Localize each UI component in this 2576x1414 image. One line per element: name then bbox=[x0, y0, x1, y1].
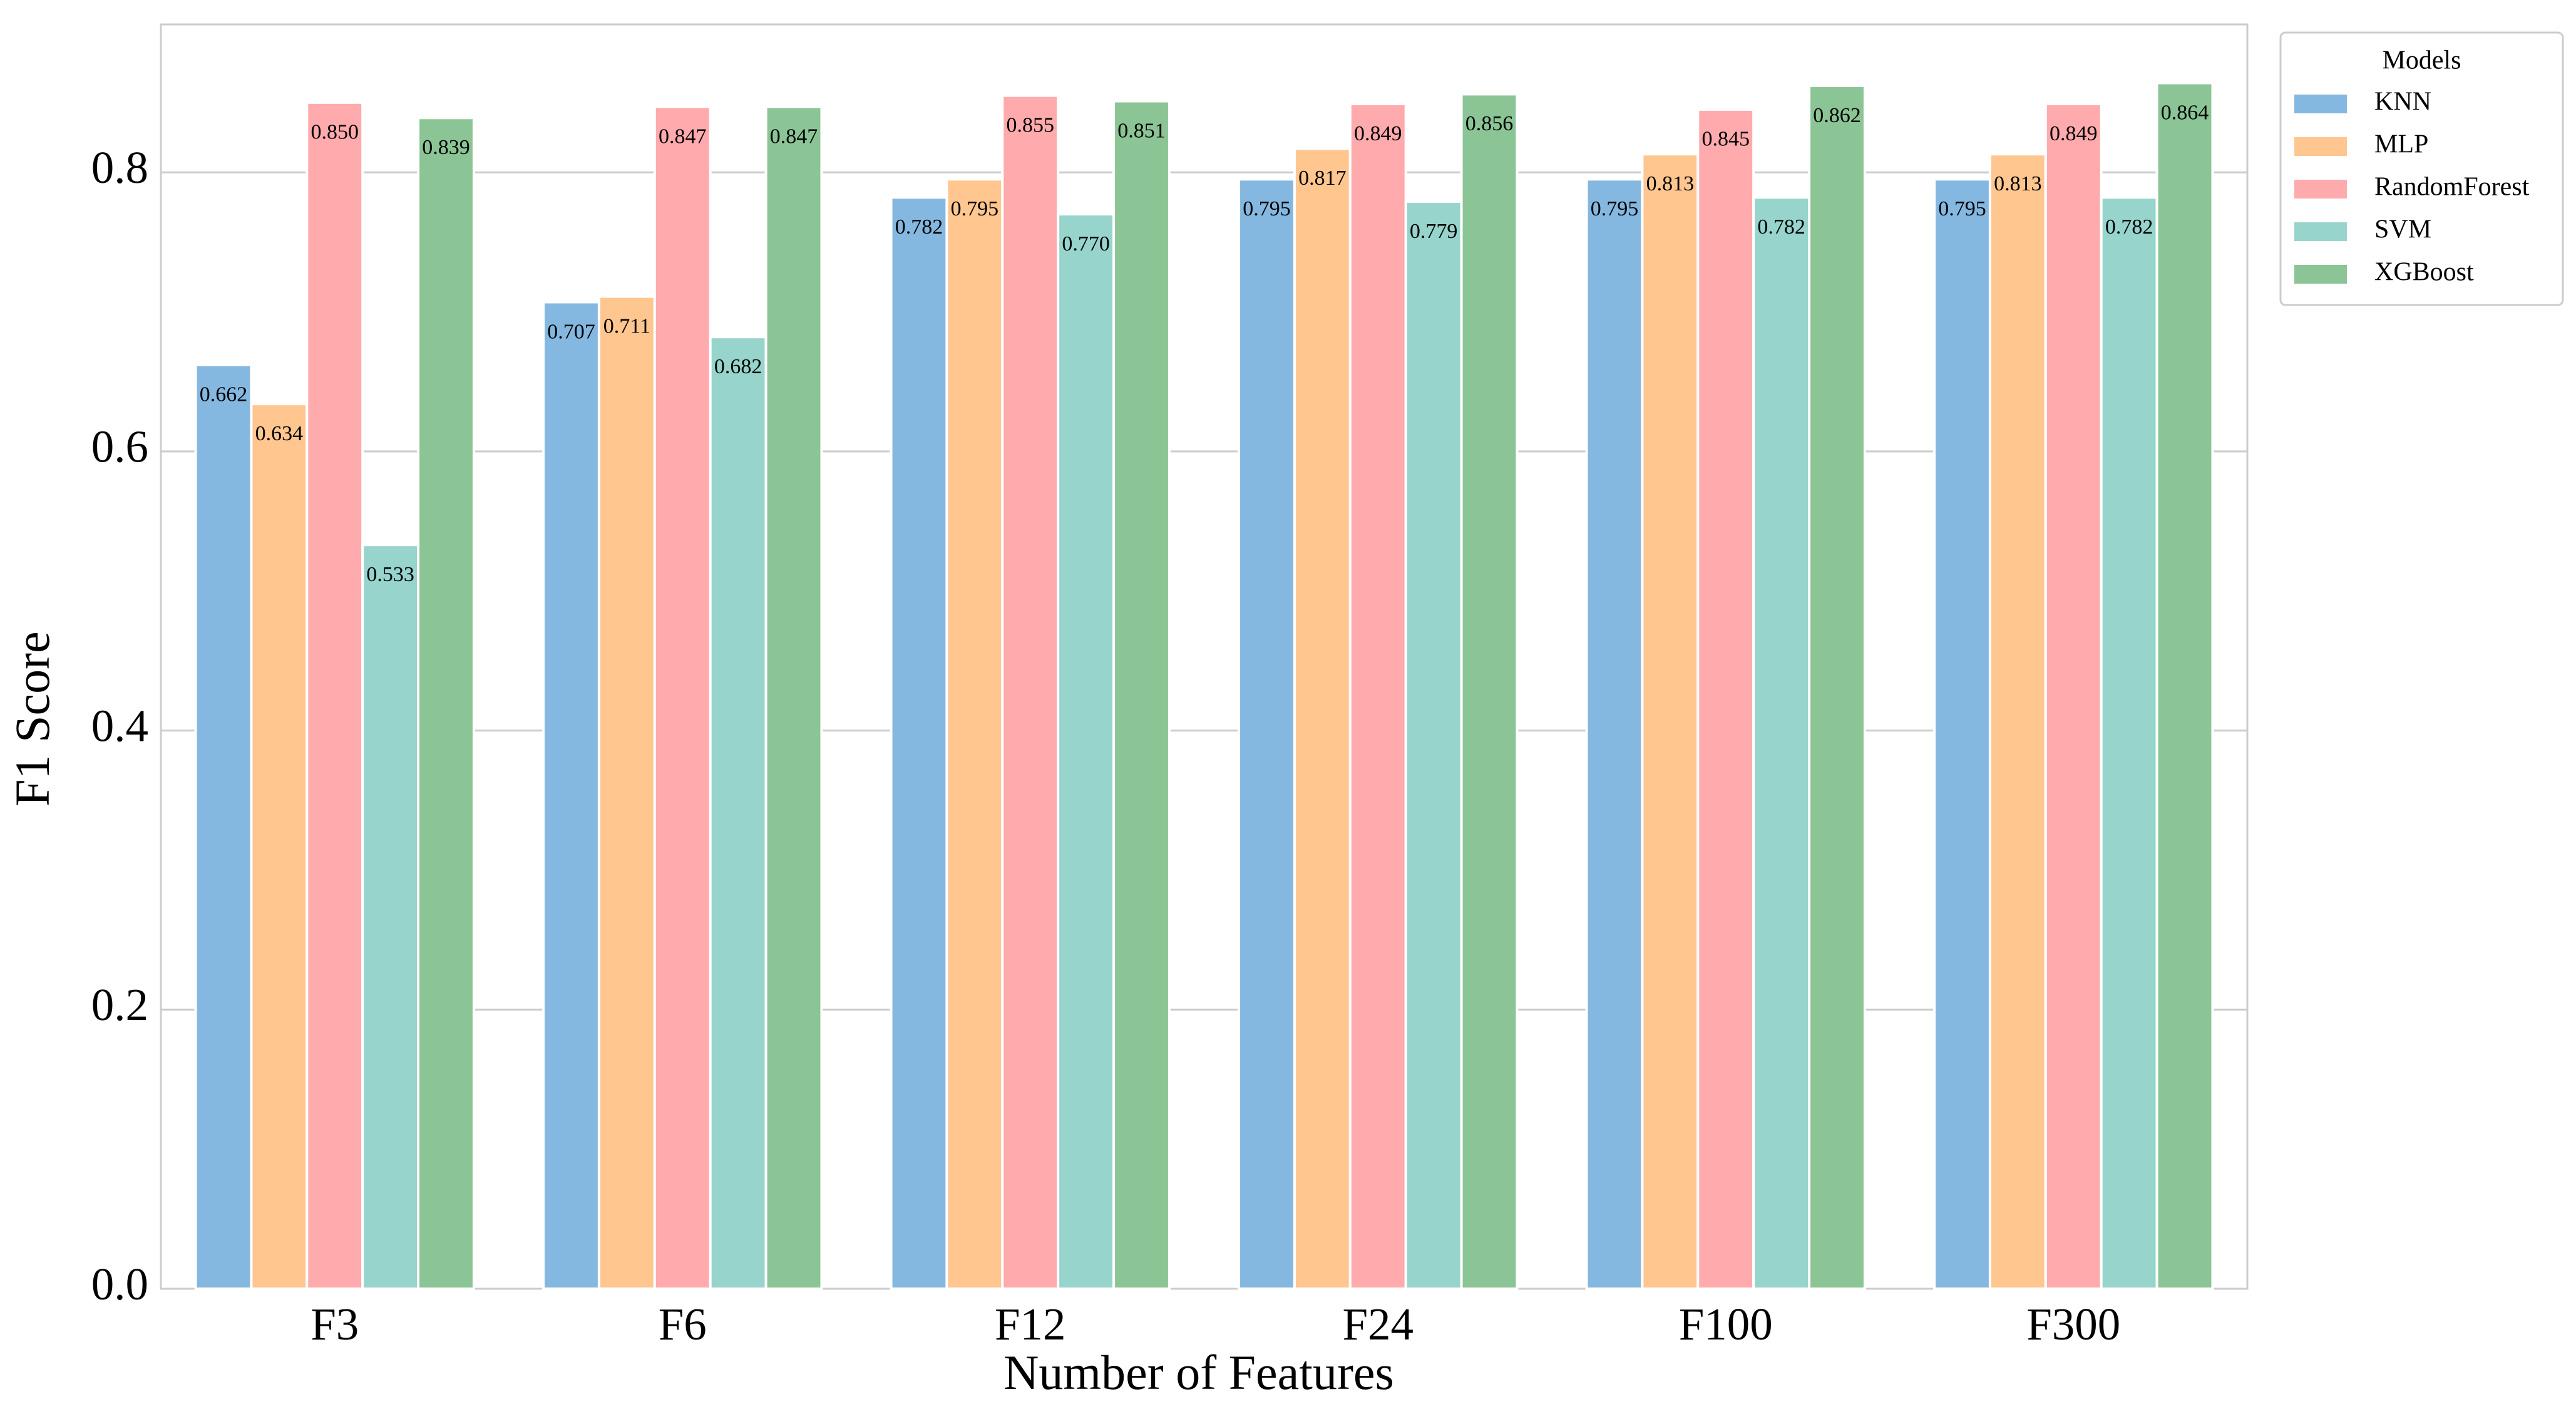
value-label: 0.782 bbox=[1757, 215, 1805, 239]
value-label: 0.711 bbox=[603, 314, 650, 338]
bar-layer bbox=[194, 81, 2214, 1291]
value-label: 0.813 bbox=[1646, 172, 1695, 195]
grid-layer bbox=[161, 171, 2247, 1290]
x-tick-label: F300 bbox=[2026, 1299, 2120, 1349]
value-label: 0.813 bbox=[1994, 172, 2042, 195]
x-tick-label: F6 bbox=[659, 1299, 707, 1349]
bar bbox=[2100, 196, 2158, 1290]
legend-swatch bbox=[2294, 180, 2347, 199]
bar bbox=[1001, 94, 1060, 1290]
value-label: 0.851 bbox=[1117, 119, 1166, 142]
bar bbox=[542, 301, 600, 1290]
bar bbox=[2044, 103, 2103, 1290]
x-tick-label: F3 bbox=[310, 1299, 359, 1349]
legend-label: XGBoost bbox=[2374, 258, 2474, 287]
x-tick-label: F100 bbox=[1679, 1299, 1773, 1349]
value-label: 0.662 bbox=[200, 383, 248, 406]
legend-swatch bbox=[2294, 95, 2347, 113]
bar bbox=[597, 295, 656, 1290]
value-label: 0.682 bbox=[714, 355, 762, 378]
legend-label: KNN bbox=[2374, 88, 2431, 116]
value-label: 0.795 bbox=[1938, 197, 1986, 220]
legend-swatch bbox=[2294, 222, 2347, 241]
bar bbox=[2155, 81, 2214, 1290]
y-tick-label: 0.8 bbox=[91, 142, 148, 193]
value-label: 0.634 bbox=[255, 422, 304, 445]
bar bbox=[1238, 178, 1296, 1290]
legend-swatch bbox=[2294, 265, 2347, 284]
bar bbox=[1348, 103, 1407, 1290]
bar bbox=[361, 544, 420, 1291]
value-label: 0.782 bbox=[895, 215, 943, 239]
value-label: 0.849 bbox=[1354, 122, 1402, 145]
value-label: 0.782 bbox=[2105, 215, 2153, 239]
value-label: 0.770 bbox=[1062, 232, 1110, 255]
value-label: 0.847 bbox=[659, 125, 707, 148]
bar bbox=[417, 116, 475, 1290]
legend-label: RandomForest bbox=[2374, 173, 2530, 202]
value-label: 0.855 bbox=[1007, 113, 1055, 137]
y-tick-label: 0.4 bbox=[91, 700, 148, 751]
bar bbox=[653, 105, 712, 1291]
value-label: 0.817 bbox=[1298, 167, 1347, 190]
x-tick-label: F24 bbox=[1342, 1299, 1414, 1349]
bar bbox=[1933, 178, 1991, 1290]
legend-swatch bbox=[2294, 137, 2347, 156]
bar bbox=[764, 105, 823, 1291]
value-label: 0.795 bbox=[1243, 197, 1291, 220]
value-label: 0.779 bbox=[1410, 220, 1458, 243]
bar bbox=[1057, 213, 1116, 1290]
bar bbox=[945, 178, 1004, 1290]
value-label: 0.856 bbox=[1465, 112, 1514, 135]
value-label: 0.707 bbox=[547, 320, 595, 343]
x-axis-label: Number of Features bbox=[1003, 1345, 1394, 1400]
value-label: 0.533 bbox=[366, 563, 414, 586]
value-label: 0.839 bbox=[422, 136, 470, 159]
bar bbox=[1585, 178, 1644, 1290]
value-label: 0.847 bbox=[770, 125, 818, 148]
bar bbox=[890, 196, 948, 1290]
bar bbox=[1404, 200, 1463, 1290]
bar bbox=[1752, 196, 1811, 1290]
bar bbox=[305, 101, 364, 1291]
bar bbox=[1808, 85, 1866, 1290]
value-label: 0.849 bbox=[2050, 122, 2098, 145]
legend-label: SVM bbox=[2374, 215, 2431, 244]
legend-label: MLP bbox=[2374, 130, 2428, 159]
y-axis-label: F1 Score bbox=[5, 631, 59, 806]
bar bbox=[1641, 153, 1700, 1291]
bar bbox=[1988, 153, 2047, 1291]
bar bbox=[194, 363, 253, 1291]
x-tick-label: F12 bbox=[995, 1299, 1066, 1349]
y-tick-label: 0.2 bbox=[91, 979, 148, 1030]
legend-title: Models bbox=[2383, 46, 2461, 75]
value-label: 0.795 bbox=[951, 197, 999, 220]
value-label: 0.795 bbox=[1591, 197, 1639, 220]
bar bbox=[1112, 100, 1171, 1290]
value-label: 0.845 bbox=[1702, 128, 1750, 151]
bar bbox=[1293, 147, 1352, 1290]
bar bbox=[250, 403, 309, 1290]
bar bbox=[1696, 108, 1755, 1290]
legend-box bbox=[2279, 31, 2564, 306]
bar bbox=[709, 336, 767, 1290]
y-tick-label: 0.0 bbox=[91, 1259, 148, 1309]
value-label: 0.850 bbox=[311, 121, 359, 144]
bar bbox=[1460, 93, 1519, 1291]
value-label: 0.862 bbox=[1813, 104, 1861, 127]
value-label: 0.864 bbox=[2161, 101, 2209, 124]
y-tick-label: 0.6 bbox=[91, 421, 148, 472]
